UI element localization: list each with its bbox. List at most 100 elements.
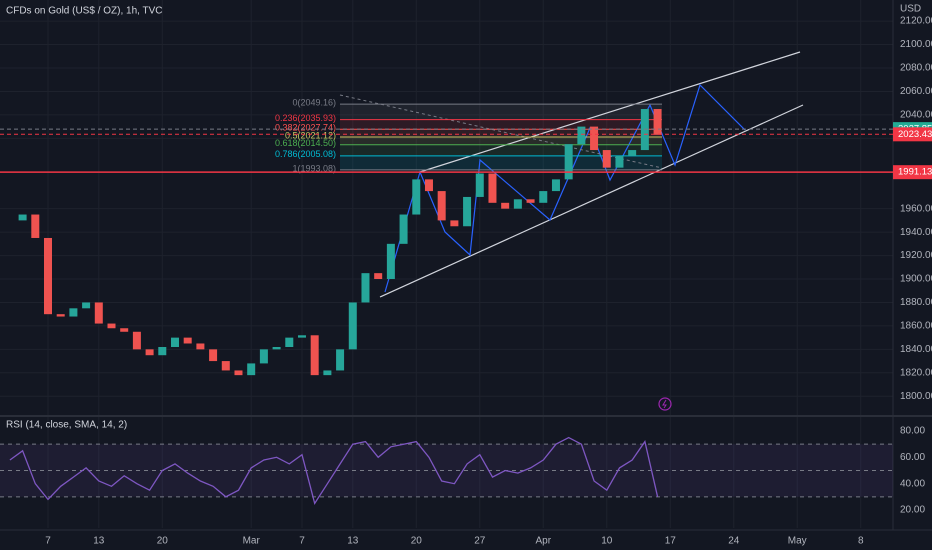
x-tick-label: May (788, 536, 807, 547)
candle (501, 202, 510, 209)
candle (602, 150, 611, 168)
x-tick-label: 27 (474, 536, 486, 547)
price-label-box (893, 165, 932, 180)
y-tick-label: 1860.00 (900, 321, 932, 332)
fib-band (340, 119, 662, 130)
candle (234, 370, 243, 376)
candle (94, 302, 103, 324)
fib-band (340, 144, 662, 156)
candle (323, 370, 332, 376)
price-label-box (893, 127, 932, 142)
x-tick-label: 8 (858, 536, 864, 547)
x-tick-label: Apr (535, 536, 551, 547)
candle (120, 328, 129, 332)
candle (209, 349, 218, 362)
y-tick-label: 1920.00 (900, 250, 932, 261)
candle (44, 237, 53, 315)
fib-label: 0.5(2021.12) (285, 130, 336, 140)
price-label: 1991.13 (898, 167, 932, 178)
candle (247, 363, 256, 376)
fib-band (340, 104, 662, 120)
fib-label: 0.236(2035.93) (275, 113, 336, 123)
y-tick-label: 1900.00 (900, 274, 932, 285)
channel-line (379, 104, 804, 298)
candle (475, 173, 484, 197)
alert-icon-ring (658, 397, 672, 411)
x-tick-label: 7 (45, 536, 51, 547)
candle (513, 199, 522, 209)
candle (551, 179, 560, 192)
candle (526, 199, 535, 203)
channel-line (419, 51, 801, 173)
candle (653, 109, 662, 135)
x-tick-label: 7 (299, 536, 305, 547)
candle (615, 155, 624, 168)
chart-title: CFDs on Gold (US$ / OZ), 1h, TVC (6, 6, 163, 17)
candle (577, 126, 586, 145)
candle (297, 335, 306, 338)
rsi-line (9, 436, 659, 505)
fib-band (340, 137, 662, 145)
y-tick-label: 2080.00 (900, 63, 932, 74)
candle (56, 314, 65, 317)
y-tick-label: 1940.00 (900, 227, 932, 238)
candle (31, 214, 40, 238)
candle (463, 196, 472, 227)
fib-label: 0.786(2005.08) (275, 149, 336, 159)
x-tick-label: 13 (93, 536, 105, 547)
candle (285, 337, 294, 348)
candle (196, 343, 205, 350)
x-tick-label: Mar (243, 536, 261, 547)
candle (488, 173, 497, 203)
fib-band (340, 129, 662, 138)
candle (272, 347, 281, 350)
candle (183, 337, 192, 344)
candle (132, 331, 141, 350)
candle (437, 191, 446, 221)
rsi-band (0, 444, 893, 497)
rsi-tick-label: 20.00 (900, 505, 925, 516)
candle (336, 349, 345, 371)
rsi-title: RSI (14, close, SMA, 14, 2) (6, 420, 127, 431)
x-tick-label: 20 (411, 536, 423, 547)
candle (374, 273, 383, 280)
fib-label: 1(1993.08) (292, 163, 336, 173)
rsi-tick-label: 40.00 (900, 478, 925, 489)
candle (170, 337, 179, 348)
y-tick-label: 2120.00 (900, 16, 932, 27)
x-tick-label: 20 (157, 536, 169, 547)
candle (564, 144, 573, 180)
candle (399, 214, 408, 244)
candle (361, 273, 370, 303)
candle (221, 361, 230, 371)
fib-label: 0(2049.16) (292, 98, 336, 108)
candle (158, 347, 167, 356)
fib-label: 0.382(2027.74) (275, 123, 336, 133)
candle (628, 150, 637, 156)
y-tick-label: 1960.00 (900, 203, 932, 214)
x-tick-label: 13 (347, 536, 359, 547)
y-tick-label: 1820.00 (900, 367, 932, 378)
y-tick-label: 2060.00 (900, 86, 932, 97)
rsi-tick-label: 60.00 (900, 452, 925, 463)
candle (386, 243, 395, 280)
candle (107, 323, 116, 329)
rsi-tick-label: 80.00 (900, 426, 925, 437)
candle (424, 179, 433, 192)
currency-label: USD (900, 4, 921, 15)
candle (539, 191, 548, 203)
candle (18, 214, 27, 221)
y-tick-label: 2040.00 (900, 110, 932, 121)
y-tick-label: 1880.00 (900, 297, 932, 308)
alert-icon[interactable] (658, 397, 672, 411)
fib-label: 0.618(2014.50) (275, 138, 336, 148)
y-tick-label: 1840.00 (900, 344, 932, 355)
y-tick-label: 2100.00 (900, 39, 932, 50)
candle (590, 126, 599, 151)
price-label: 2023.43 (898, 129, 932, 140)
candle (348, 302, 357, 350)
candle (412, 179, 421, 215)
fib-trend-line (339, 94, 663, 169)
candle (259, 349, 268, 364)
